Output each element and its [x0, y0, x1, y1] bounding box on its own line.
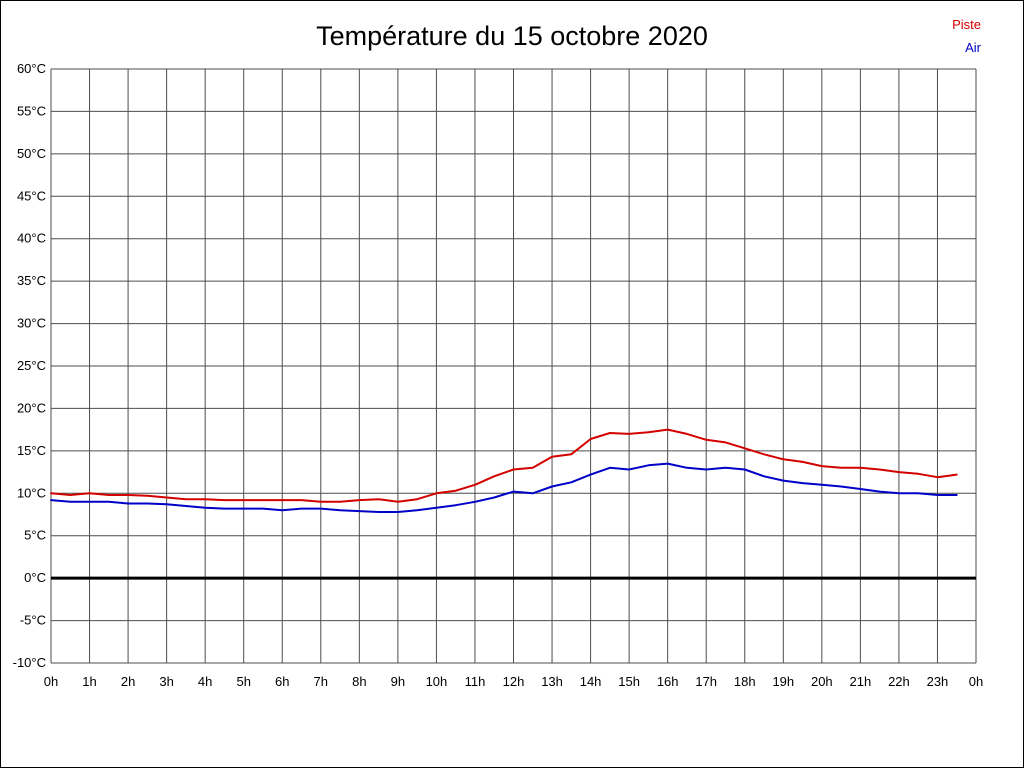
- x-tick-label: 8h: [352, 674, 366, 689]
- x-tick-label: 16h: [657, 674, 679, 689]
- x-tick-label: 14h: [580, 674, 602, 689]
- x-tick-label: 0h: [44, 674, 58, 689]
- x-tick-label: 9h: [391, 674, 405, 689]
- x-tick-label: 23h: [927, 674, 949, 689]
- x-tick-label: 2h: [121, 674, 135, 689]
- x-tick-label: 7h: [314, 674, 328, 689]
- y-tick-label: 55°C: [17, 103, 46, 118]
- x-tick-label: 18h: [734, 674, 756, 689]
- y-tick-label: -5°C: [20, 613, 46, 628]
- x-tick-label: 5h: [236, 674, 250, 689]
- y-tick-label: 60°C: [17, 61, 46, 76]
- y-tick-label: 15°C: [17, 443, 46, 458]
- x-tick-label: 17h: [695, 674, 717, 689]
- y-tick-label: 25°C: [17, 358, 46, 373]
- x-tick-label: 6h: [275, 674, 289, 689]
- y-tick-label: 5°C: [24, 528, 46, 543]
- x-tick-label: 13h: [541, 674, 563, 689]
- x-tick-label: 21h: [850, 674, 872, 689]
- x-tick-label: 22h: [888, 674, 910, 689]
- x-tick-label: 20h: [811, 674, 833, 689]
- y-tick-label: 20°C: [17, 400, 46, 415]
- y-tick-label: 35°C: [17, 273, 46, 288]
- y-tick-label: 45°C: [17, 188, 46, 203]
- y-tick-label: 0°C: [24, 570, 46, 585]
- series-line-air: [50, 462, 958, 513]
- legend-item-piste: Piste: [952, 17, 981, 32]
- x-tick-label: 3h: [159, 674, 173, 689]
- x-tick-label: 15h: [618, 674, 640, 689]
- y-tick-label: 10°C: [17, 485, 46, 500]
- x-tick-label: 19h: [772, 674, 794, 689]
- y-tick-label: -10°C: [13, 655, 46, 670]
- x-tick-label: 12h: [503, 674, 525, 689]
- y-tick-label: 40°C: [17, 231, 46, 246]
- y-tick-label: 30°C: [17, 316, 46, 331]
- y-tick-label: 50°C: [17, 146, 46, 161]
- x-tick-label: 11h: [465, 674, 486, 689]
- chart-title: Température du 15 octobre 2020: [316, 21, 708, 51]
- x-tick-label: 1h: [82, 674, 96, 689]
- x-tick-label: 0h: [969, 674, 983, 689]
- legend-item-air: Air: [965, 40, 981, 55]
- series-line-piste: [50, 428, 958, 503]
- x-tick-label: 4h: [198, 674, 212, 689]
- x-tick-label: 10h: [426, 674, 448, 689]
- legend: Piste Air: [952, 13, 981, 59]
